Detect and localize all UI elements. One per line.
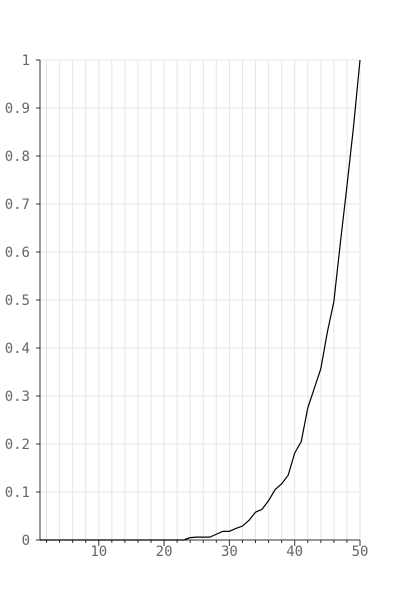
y-tick-label: 1 (22, 53, 30, 69)
y-tick-label: 0.9 (5, 101, 30, 117)
x-tick-label: 40 (286, 544, 303, 560)
y-tick-label: 0.5 (5, 293, 30, 309)
y-tick-label: 0.7 (5, 197, 30, 213)
y-tick-label: 0.1 (5, 485, 30, 501)
y-tick-label: 0.2 (5, 437, 30, 453)
tick-labels: 0 0.1 0.2 0.3 0.4 0.5 0.6 0.7 0.8 0.9 1 10 20 30 40 50 (5, 53, 369, 560)
y-tick-label: 0 (22, 533, 30, 549)
x-tick-label: 10 (90, 544, 107, 560)
y-tick-label: 0.3 (5, 389, 30, 405)
y-tick-label: 0.6 (5, 245, 30, 261)
x-tick-label: 50 (352, 544, 369, 560)
y-tick-label: 0.4 (5, 341, 30, 357)
axes (36, 59, 361, 546)
series-layer (40, 59, 361, 541)
y-tick-label: 0.8 (5, 149, 30, 165)
x-tick-label: 20 (156, 544, 173, 560)
series-line (40, 59, 361, 541)
grid-lines (40, 59, 361, 541)
x-tick-label: 30 (221, 544, 238, 560)
